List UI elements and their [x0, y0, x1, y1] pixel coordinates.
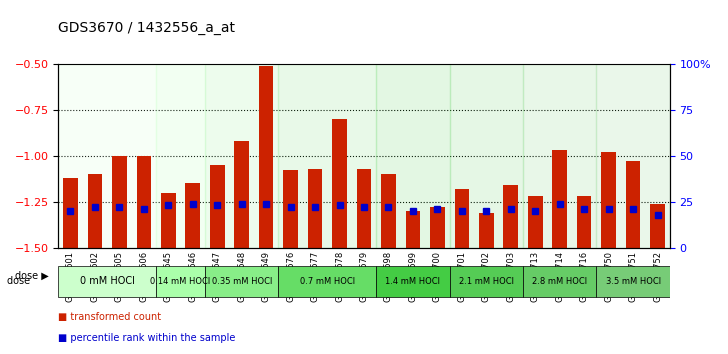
Bar — [283, 171, 298, 248]
Bar — [112, 156, 127, 248]
Bar — [523, 64, 596, 248]
Text: 2.8 mM HOCl: 2.8 mM HOCl — [532, 277, 587, 286]
Text: 0.35 mM HOCl: 0.35 mM HOCl — [212, 277, 272, 286]
Text: dose: dose — [7, 276, 33, 286]
Bar — [504, 185, 518, 248]
FancyBboxPatch shape — [205, 266, 278, 297]
FancyBboxPatch shape — [156, 266, 205, 297]
Bar — [58, 64, 156, 248]
Bar — [596, 64, 670, 248]
Bar — [430, 207, 445, 248]
Bar — [332, 119, 347, 248]
FancyBboxPatch shape — [523, 266, 596, 297]
Text: GDS3670 / 1432556_a_at: GDS3670 / 1432556_a_at — [58, 21, 235, 35]
Bar — [210, 165, 224, 248]
Bar — [626, 161, 641, 248]
Bar — [650, 204, 665, 248]
FancyBboxPatch shape — [376, 266, 450, 297]
Text: 0.7 mM HOCl: 0.7 mM HOCl — [300, 277, 355, 286]
Bar — [601, 152, 616, 248]
Bar — [454, 189, 469, 248]
Bar — [405, 211, 420, 248]
Text: 0 mM HOCl: 0 mM HOCl — [80, 276, 135, 286]
Bar — [137, 156, 151, 248]
Text: ■ transformed count: ■ transformed count — [58, 312, 162, 322]
Bar — [450, 64, 523, 248]
Bar — [205, 64, 278, 248]
Bar — [577, 196, 591, 248]
Text: 3.5 mM HOCl: 3.5 mM HOCl — [606, 277, 660, 286]
FancyBboxPatch shape — [278, 266, 376, 297]
Bar — [186, 183, 200, 248]
Text: 0.14 mM HOCl: 0.14 mM HOCl — [151, 277, 210, 286]
Bar — [259, 65, 274, 248]
Bar — [161, 193, 175, 248]
Bar — [63, 178, 78, 248]
Bar — [357, 169, 371, 248]
Bar — [376, 64, 450, 248]
FancyBboxPatch shape — [450, 266, 523, 297]
Bar — [308, 169, 323, 248]
Text: 2.1 mM HOCl: 2.1 mM HOCl — [459, 277, 514, 286]
Bar — [479, 213, 494, 248]
Text: dose ▶: dose ▶ — [15, 271, 48, 281]
Bar — [278, 64, 376, 248]
Bar — [381, 174, 396, 248]
Bar — [156, 64, 205, 248]
Text: 1.4 mM HOCl: 1.4 mM HOCl — [385, 277, 440, 286]
Bar — [528, 196, 542, 248]
Bar — [234, 141, 249, 248]
Text: ■ percentile rank within the sample: ■ percentile rank within the sample — [58, 333, 236, 343]
FancyBboxPatch shape — [58, 266, 156, 297]
FancyBboxPatch shape — [596, 266, 670, 297]
Bar — [87, 174, 102, 248]
Bar — [553, 150, 567, 248]
